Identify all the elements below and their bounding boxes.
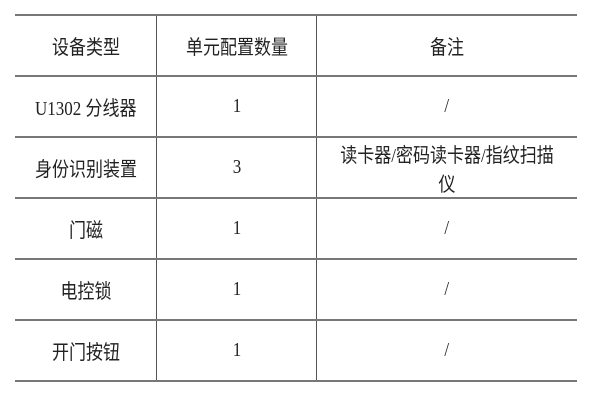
cell-quantity: 1 xyxy=(156,75,317,138)
cell-remarks: / xyxy=(316,75,577,138)
header-device-type: 设备类型 xyxy=(15,14,157,77)
cell-text: 电控锁 xyxy=(60,281,111,303)
cell-text: U1302 分线器 xyxy=(34,98,137,120)
header-text: 单元配置数量 xyxy=(185,37,288,59)
cell-text: / xyxy=(444,278,450,300)
table-row: 开门按钮 1 / xyxy=(15,319,577,382)
cell-text: / xyxy=(444,217,450,239)
header-quantity: 单元配置数量 xyxy=(156,14,317,77)
cell-text: 1 xyxy=(232,339,241,361)
table-row: 身份识别装置 3 读卡器/密码读卡器/指纹扫描仪 xyxy=(15,136,577,199)
cell-device-type: U1302 分线器 xyxy=(15,75,157,138)
table-row: 电控锁 1 / xyxy=(15,258,577,321)
cell-text: 3 xyxy=(232,156,241,178)
header-remarks: 备注 xyxy=(316,14,577,77)
cell-text: 开门按钮 xyxy=(51,342,120,364)
device-config-table: 设备类型 单元配置数量 备注 U1302 分线器 1 / 身份识别装置 3 读卡… xyxy=(15,14,577,382)
cell-text: / xyxy=(444,95,450,117)
cell-text: 读卡器/密码读卡器/指纹扫描仪 xyxy=(340,144,554,196)
cell-remarks: 读卡器/密码读卡器/指纹扫描仪 xyxy=(316,136,577,199)
cell-device-type: 身份识别装置 xyxy=(15,136,157,199)
header-text: 设备类型 xyxy=(51,37,120,59)
cell-device-type: 电控锁 xyxy=(15,258,157,321)
cell-quantity: 1 xyxy=(156,197,317,260)
cell-quantity: 1 xyxy=(156,258,317,321)
cell-text: 1 xyxy=(232,278,241,300)
table-row: U1302 分线器 1 / xyxy=(15,75,577,138)
cell-remarks: / xyxy=(316,258,577,321)
cell-text: / xyxy=(444,339,450,361)
cell-text: 1 xyxy=(232,95,241,117)
cell-quantity: 3 xyxy=(156,136,317,199)
table-row: 门磁 1 / xyxy=(15,197,577,260)
cell-text: 门磁 xyxy=(68,220,103,242)
cell-device-type: 开门按钮 xyxy=(15,319,157,382)
cell-remarks: / xyxy=(316,197,577,260)
cell-quantity: 1 xyxy=(156,319,317,382)
cell-remarks: / xyxy=(316,319,577,382)
cell-device-type: 门磁 xyxy=(15,197,157,260)
header-text: 备注 xyxy=(430,37,464,59)
table-header-row: 设备类型 单元配置数量 备注 xyxy=(15,14,577,77)
cell-text: 1 xyxy=(232,217,241,239)
cell-text: 身份识别装置 xyxy=(34,159,137,181)
